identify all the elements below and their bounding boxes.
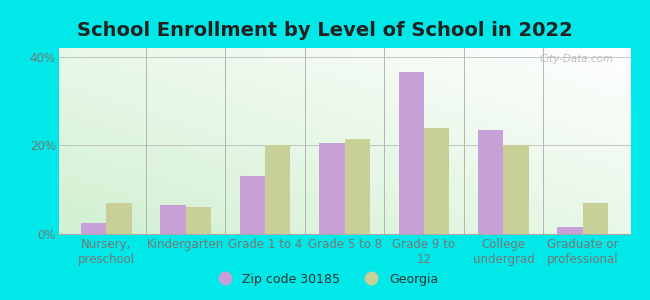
Bar	[503, 146, 529, 234]
Text: School Enrollment by Level of School in 2022: School Enrollment by Level of School in …	[77, 21, 573, 40]
Legend: Zip code 30185, Georgia: Zip code 30185, Georgia	[207, 268, 443, 291]
Bar	[106, 203, 131, 234]
Bar	[424, 128, 449, 234]
Bar	[81, 223, 106, 234]
Bar	[583, 203, 608, 234]
Bar	[160, 205, 186, 234]
Bar	[319, 143, 344, 234]
Bar	[240, 176, 265, 234]
Bar	[398, 72, 424, 234]
Bar	[344, 139, 370, 234]
Bar	[478, 130, 503, 234]
Bar	[186, 207, 211, 234]
Bar	[558, 227, 583, 234]
Text: City-Data.com: City-Data.com	[540, 54, 614, 64]
Bar	[265, 146, 291, 234]
